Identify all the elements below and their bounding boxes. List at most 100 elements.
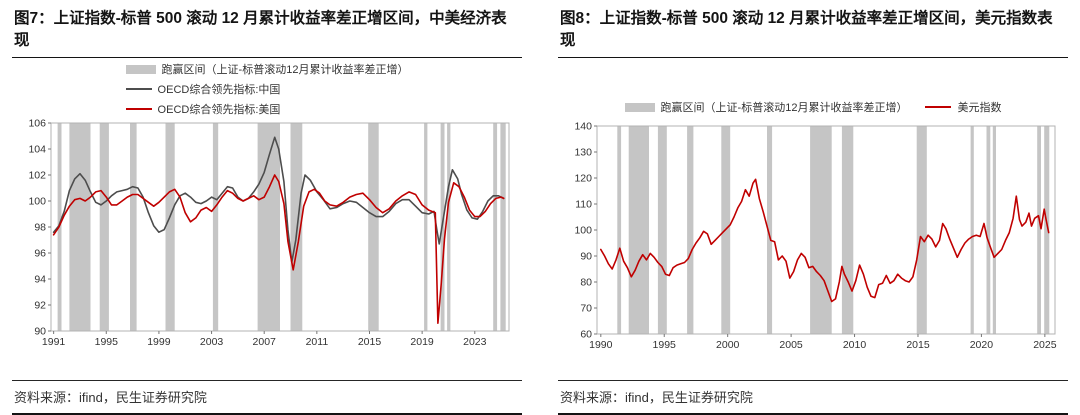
x-tick-label: 2000 [716,339,740,351]
source-rule-top [12,380,522,381]
y-tick-label: 90 [580,251,592,263]
legend-item-series-0: OECD综合领先指标:中国 [125,81,281,97]
x-tick-label: 1995 [95,336,119,348]
axis-tick-marks [48,122,476,335]
band-rect [99,123,109,332]
figure7-panel: 图7：上证指数-标普 500 滚动 12 月累计收益率差正增区间，中美经济表现 … [12,4,522,415]
axis-tick-marks [594,125,1046,338]
y-tick-label: 100 [28,196,46,208]
series-line-0 [599,178,1050,303]
band-rect [916,126,927,335]
band-swatch [624,102,655,112]
bottom-rule [558,413,1068,415]
figure7-source: 资料来源：ifind，民生证券研究院 [14,390,207,405]
outperform-bands [617,126,1050,335]
band-rect [628,126,649,335]
legend-item-series-0: 美元指数 [925,99,1001,115]
y-tick-label: 98 [34,222,46,234]
legend-label: 美元指数 [957,102,1002,115]
y-tick-label: 70 [580,303,592,315]
band-rect [841,126,854,335]
band-rect [290,123,303,332]
legend-items: 跑赢区间（上证-标普滚动12月累计收益率差正增） 美元指数 [624,99,1001,115]
figure8-title: 图8：上证指数-标普 500 滚动 12 月累计收益率差正增区间，美元指数表现 [560,10,1053,49]
line-swatch [125,108,152,111]
band-rect [1037,126,1041,335]
figure8-chart: 60 70 80 90 100 110 120 130 140 1990 1995 2000 2005 2… [574,122,1056,351]
y-tick-label: 100 [574,225,592,237]
band-rect [767,126,773,335]
axis-labels: 60 70 80 90 100 110 120 130 140 1990 1995 2000 2005 2… [574,122,1056,351]
y-tick-label: 90 [34,326,46,338]
source-rule-top [558,380,1068,381]
line-swatch [925,106,952,109]
x-tick-label: 2023 [463,336,487,348]
band-rect [986,126,991,335]
band-rect [617,126,622,335]
band-rect [687,126,694,335]
y-tick-label: 110 [575,199,592,211]
y-tick-label: 130 [574,147,592,159]
figure8-footer: 资料来源：ifind，民生证券研究院 [558,380,1068,415]
x-tick-label: 2011 [306,336,329,348]
x-tick-label: 2010 [843,339,867,351]
x-tick-label: 2005 [779,339,803,351]
y-tick-label: 80 [580,277,592,289]
series-line-0 [52,136,505,264]
figure7-chart: 90 92 94 96 98 100 102 104 106 1991 1995 1999 2003 20… [28,119,510,348]
legend-label: OECD综合领先指标:中国 [157,84,281,97]
x-tick-label: 1995 [653,339,677,351]
y-tick-label: 94 [34,274,46,286]
legend-item-series-1: OECD综合领先指标:美国 [125,101,281,117]
x-tick-label: 2019 [410,336,434,348]
band-swatch [125,64,156,74]
band-rect [810,126,832,335]
x-tick-label: 1991 [42,336,66,348]
x-tick-label: 2003 [200,336,224,348]
band-rect [69,123,91,332]
legend-label: OECD综合领先指标:美国 [157,104,281,117]
y-tick-label: 102 [28,170,46,182]
band-rect [657,126,667,335]
y-tick-label: 120 [574,173,592,185]
y-tick-label: 92 [34,300,46,312]
x-tick-label: 1999 [147,336,171,348]
figure8-panel: 图8：上证指数-标普 500 滚动 12 月累计收益率差正增区间，美元指数表现 … [558,4,1068,415]
axis-labels: 90 92 94 96 98 100 102 104 106 1991 1995 1999 2003 20… [28,119,486,348]
band-rect [424,123,428,332]
bottom-rule [12,413,522,415]
legend-item-band: 跑赢区间（上证-标普滚动12月累计收益率差正增） [125,61,409,77]
figure7-title-rule [12,57,522,59]
band-rect [130,123,137,332]
figure8-title-rule [558,57,1068,59]
y-tick-label: 106 [28,119,46,130]
figure7-footer: 资料来源：ifind，民生证券研究院 [12,380,522,415]
x-tick-label: 1990 [589,339,613,351]
band-rect [165,123,175,332]
x-tick-label: 2015 [358,336,382,348]
legend-label: 跑赢区间（上证-标普滚动12月累计收益率差正增） [161,64,409,77]
figure7-legend: 跑赢区间（上证-标普滚动12月累计收益率差正增） OECD综合领先指标:中国 OEC… [12,58,522,119]
y-tick-label: 60 [580,329,592,341]
band-rect [493,123,498,332]
band-rect [447,123,451,332]
band-rect [212,123,219,332]
band-rect [992,126,996,335]
outperform-bands [57,123,506,332]
x-tick-label: 2020 [970,339,994,351]
band-rect [500,123,506,332]
figure8-legend: 跑赢区间（上证-标普滚动12月累计收益率差正增） 美元指数 [558,58,1068,122]
y-tick-label: 140 [574,122,592,133]
legend-items: 跑赢区间（上证-标普滚动12月累计收益率差正增） OECD综合领先指标:中国 OEC… [125,61,409,117]
y-tick-label: 96 [34,248,46,260]
x-tick-label: 2007 [253,336,277,348]
band-rect [970,126,974,335]
figure7-title: 图7：上证指数-标普 500 滚动 12 月累计收益率差正增区间，中美经济表现 [14,10,507,49]
x-tick-label: 2025 [1033,339,1057,351]
band-rect [368,123,379,332]
legend-label: 跑赢区间（上证-标普滚动12月累计收益率差正增） [660,102,908,115]
band-rect [1044,126,1050,335]
figure8-source: 资料来源：ifind，民生证券研究院 [560,390,753,405]
y-tick-label: 104 [28,144,46,156]
